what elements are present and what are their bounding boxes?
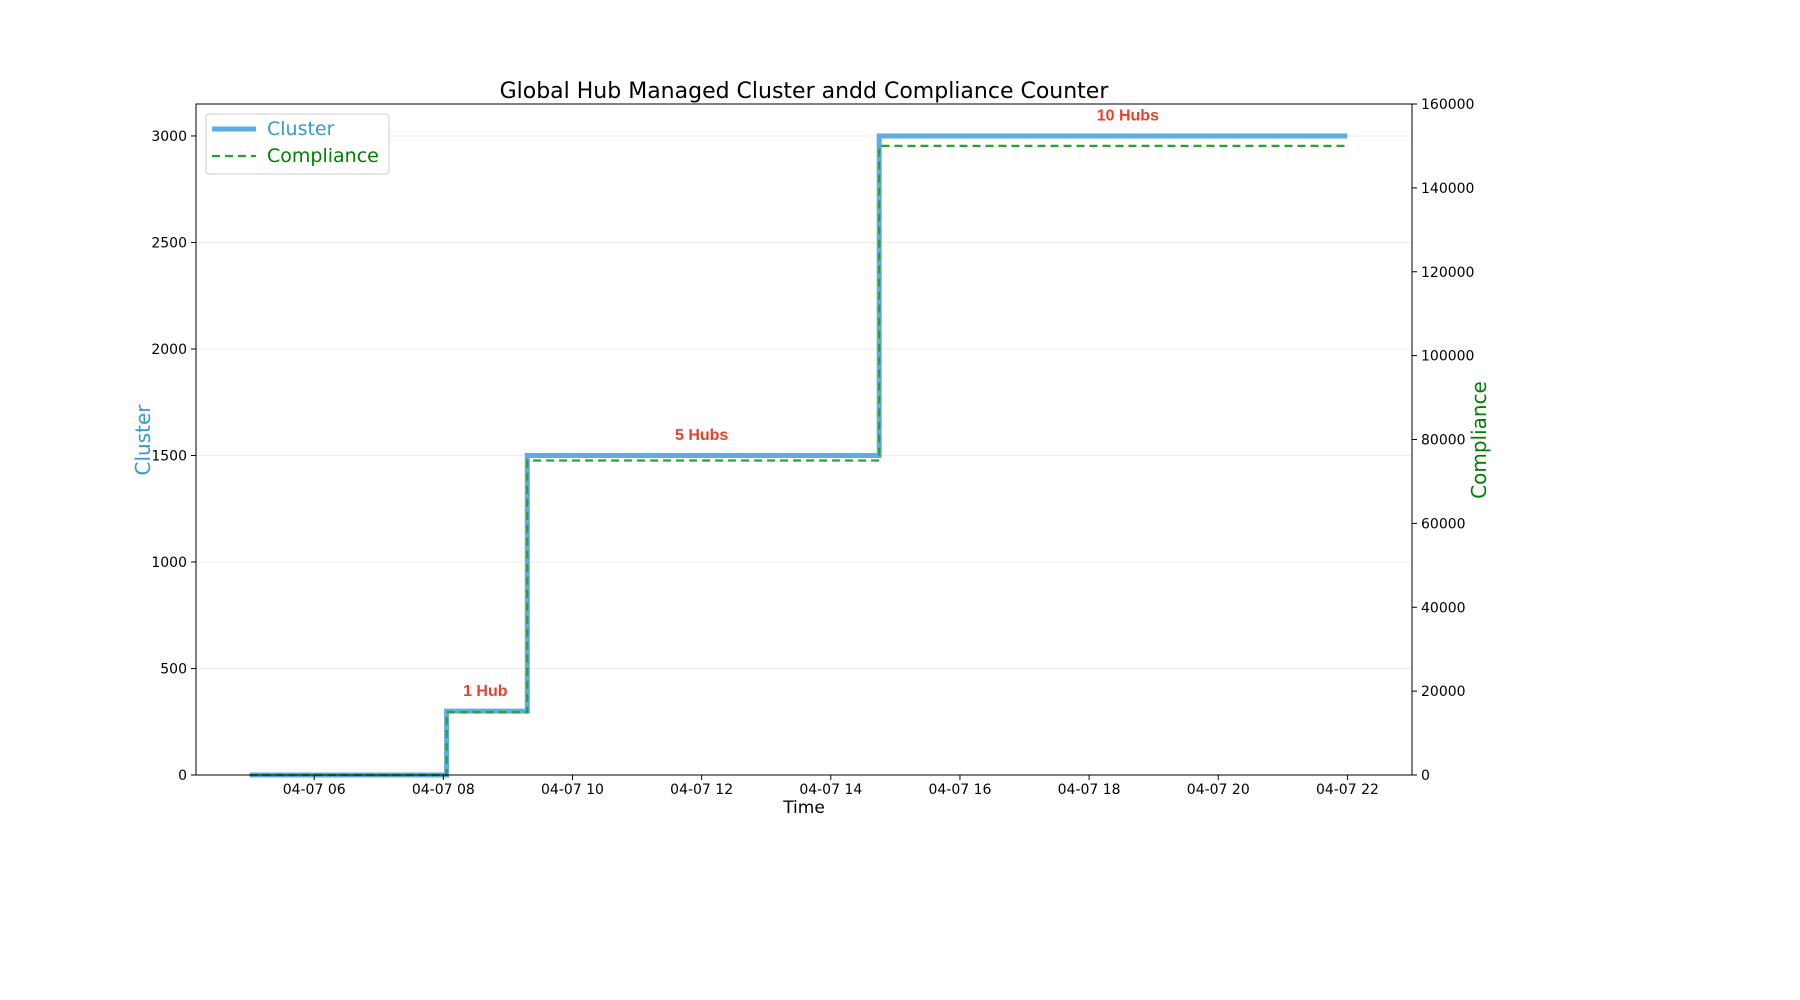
x-tick-label: 04-07 22 bbox=[1316, 782, 1379, 798]
legend-label-compliance: Compliance bbox=[267, 145, 379, 167]
right-y-tick-label: 40000 bbox=[1421, 600, 1466, 616]
right-y-tick-label: 160000 bbox=[1421, 97, 1474, 113]
left-y-tick-label: 2500 bbox=[151, 235, 187, 251]
annotation-label: 5 Hubs bbox=[675, 427, 728, 444]
right-y-tick-label: 0 bbox=[1421, 768, 1430, 784]
annotation-label: 10 Hubs bbox=[1097, 108, 1159, 125]
left-y-tick-label: 1500 bbox=[151, 448, 187, 464]
legend: Cluster Compliance bbox=[205, 113, 390, 175]
x-axis-label: Time bbox=[782, 798, 825, 818]
series-layer bbox=[249, 133, 1348, 778]
right-y-axis-label: Compliance bbox=[1467, 381, 1491, 499]
left-y-tick-label: 500 bbox=[160, 661, 187, 677]
right-y-tick-label: 100000 bbox=[1421, 349, 1474, 365]
left-y-axis: 0 500 1000 1500 2000 2500 3000 bbox=[151, 129, 196, 784]
x-axis: 04-07 06 04-07 08 04-07 10 04-07 12 04-07 14… bbox=[283, 775, 1379, 798]
left-y-tick-label: 2000 bbox=[151, 342, 187, 358]
left-y-tick-label: 1000 bbox=[151, 555, 187, 571]
left-y-tick-label: 3000 bbox=[151, 129, 187, 145]
right-y-axis: 0 20000 40000 60000 80000 100000 120000 140000 1… bbox=[1412, 97, 1474, 784]
x-tick-label: 04-07 14 bbox=[799, 782, 862, 798]
right-y-tick-label: 60000 bbox=[1421, 516, 1466, 532]
chart-title: Global Hub Managed Cluster andd Complian… bbox=[500, 79, 1110, 104]
x-tick-label: 04-07 06 bbox=[283, 782, 346, 798]
legend-label-cluster: Cluster bbox=[267, 118, 335, 140]
x-tick-label: 04-07 20 bbox=[1187, 782, 1250, 798]
x-tick-label: 04-07 18 bbox=[1058, 782, 1121, 798]
x-tick-label: 04-07 10 bbox=[541, 782, 604, 798]
x-tick-label: 04-07 12 bbox=[670, 782, 733, 798]
right-y-tick-label: 140000 bbox=[1421, 181, 1474, 197]
left-y-axis-label: Cluster bbox=[131, 404, 155, 476]
right-y-tick-label: 80000 bbox=[1421, 433, 1466, 449]
left-y-tick-label: 0 bbox=[178, 768, 187, 784]
annotation-label: 1 Hub bbox=[463, 683, 508, 700]
annotations: 1 Hub 5 Hubs 10 Hubs bbox=[463, 108, 1159, 700]
x-tick-label: 04-07 16 bbox=[928, 782, 991, 798]
right-y-tick-label: 20000 bbox=[1421, 684, 1466, 700]
x-tick-label: 04-07 08 bbox=[412, 782, 475, 798]
right-y-tick-label: 120000 bbox=[1421, 265, 1474, 281]
